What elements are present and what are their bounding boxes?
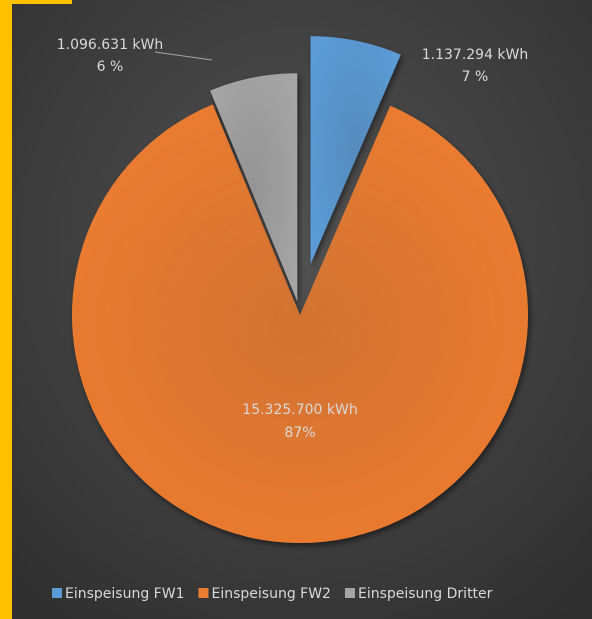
top-stripe [12,0,72,4]
legend-swatch [344,588,355,598]
percent-label: 87% [284,425,315,441]
pie-slice [72,104,529,544]
legend-label: Einspeisung FW1 [65,586,184,602]
pie-slice [210,73,298,302]
legend-swatch [52,588,62,598]
pie-slice [310,36,401,265]
value-label: 1.137.294 kWh [422,47,529,63]
percent-label: 7 % [462,69,489,85]
legend-swatch [198,588,209,598]
value-label: 1.096.631 kWh [57,37,164,53]
legend-label: Einspeisung FW2 [211,586,330,602]
legend-label: Einspeisung Dritter [358,586,493,602]
value-label: 15.325.700 kWh [242,402,357,418]
side-stripe [0,0,12,619]
leader-line [154,51,213,61]
percent-label: 6 % [97,59,124,75]
